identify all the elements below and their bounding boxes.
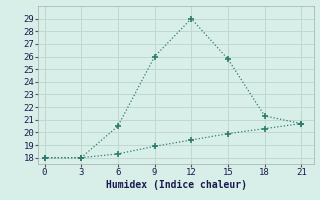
X-axis label: Humidex (Indice chaleur): Humidex (Indice chaleur) xyxy=(106,180,246,190)
